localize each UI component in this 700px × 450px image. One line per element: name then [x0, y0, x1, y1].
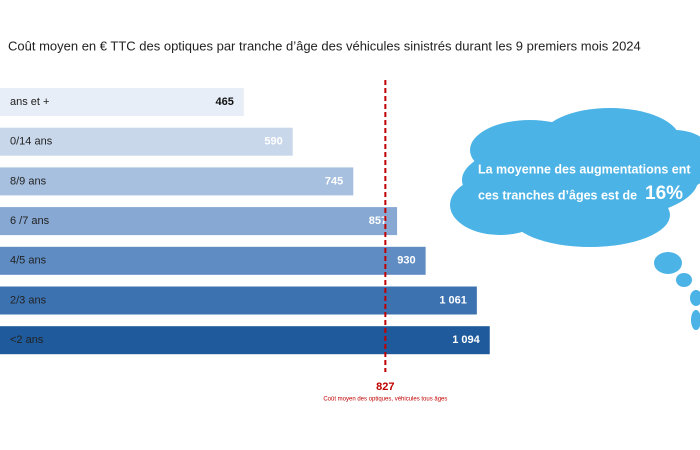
category-label: 4/5 ans — [10, 255, 47, 267]
value-label: 857 — [369, 215, 387, 227]
reference-label: 827 — [376, 381, 394, 393]
cloud-text: La moyenne des augmentations ent — [478, 162, 691, 176]
value-label: 465 — [215, 96, 233, 108]
value-label: 1 094 — [452, 334, 480, 346]
chart-title: Coût moyen en € TTC des optiques par tra… — [8, 38, 641, 53]
value-label: 590 — [264, 136, 282, 148]
category-label: 0/14 ans — [10, 136, 53, 148]
category-label: 8/9 ans — [10, 175, 47, 187]
reference-caption: Coût moyen des optiques, véhicules tous … — [323, 397, 447, 403]
cloud-text: ces tranches d’âges est de — [478, 188, 637, 202]
bar — [0, 167, 354, 196]
category-label: <2 ans — [10, 334, 44, 346]
bar — [0, 127, 293, 156]
category-label: 6 /7 ans — [10, 215, 50, 227]
bar — [0, 326, 490, 355]
category-label: ans et + — [10, 96, 49, 108]
bar — [0, 246, 426, 275]
cloud-highlight: 16% — [645, 183, 683, 204]
bar — [0, 207, 398, 236]
value-label: 1 061 — [439, 294, 467, 306]
bar — [0, 88, 244, 116]
value-label: 930 — [397, 255, 415, 267]
value-label: 745 — [325, 175, 343, 187]
category-label: 2/3 ans — [10, 294, 47, 306]
cloud — [450, 108, 700, 330]
bar — [0, 286, 477, 315]
